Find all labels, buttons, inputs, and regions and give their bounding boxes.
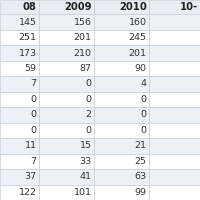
Text: 201: 201: [129, 49, 147, 58]
Text: 21: 21: [135, 141, 147, 150]
Bar: [149, 138, 200, 154]
Text: 251: 251: [19, 33, 37, 42]
Bar: [39, 61, 94, 76]
Text: 145: 145: [19, 18, 37, 27]
Text: 7: 7: [31, 79, 37, 88]
Bar: [0, 123, 39, 138]
Bar: [39, 92, 94, 107]
Text: 90: 90: [135, 64, 147, 73]
Text: 99: 99: [135, 188, 147, 197]
Bar: [149, 123, 200, 138]
Bar: [0, 92, 39, 107]
Bar: [149, 61, 200, 76]
Bar: [39, 45, 94, 61]
Text: 173: 173: [18, 49, 37, 58]
Text: 160: 160: [129, 18, 147, 27]
Text: 201: 201: [74, 33, 92, 42]
Bar: [94, 45, 149, 61]
Text: 37: 37: [24, 172, 37, 181]
Text: 0: 0: [31, 110, 37, 119]
Text: 7: 7: [31, 157, 37, 166]
Bar: [0, 0, 39, 14]
Bar: [39, 138, 94, 154]
Bar: [149, 92, 200, 107]
Bar: [0, 45, 39, 61]
Text: 2010: 2010: [119, 2, 147, 12]
Bar: [94, 138, 149, 154]
Bar: [94, 61, 149, 76]
Bar: [39, 14, 94, 30]
Bar: [149, 107, 200, 123]
Text: 101: 101: [74, 188, 92, 197]
Text: 2009: 2009: [64, 2, 92, 12]
Text: 4: 4: [141, 79, 147, 88]
Bar: [94, 107, 149, 123]
Text: 0: 0: [31, 95, 37, 104]
Bar: [39, 107, 94, 123]
Bar: [94, 123, 149, 138]
Bar: [94, 92, 149, 107]
Bar: [94, 185, 149, 200]
Text: 25: 25: [135, 157, 147, 166]
Text: 122: 122: [19, 188, 37, 197]
Text: 2: 2: [86, 110, 92, 119]
Text: 0: 0: [86, 95, 92, 104]
Bar: [94, 30, 149, 45]
Bar: [39, 123, 94, 138]
Text: 08: 08: [23, 2, 37, 12]
Bar: [94, 169, 149, 185]
Bar: [0, 14, 39, 30]
Bar: [39, 0, 94, 14]
Bar: [39, 154, 94, 169]
Text: 59: 59: [25, 64, 37, 73]
Text: 0: 0: [31, 126, 37, 135]
Bar: [149, 30, 200, 45]
Bar: [149, 14, 200, 30]
Bar: [39, 169, 94, 185]
Text: 15: 15: [80, 141, 92, 150]
Bar: [0, 154, 39, 169]
Text: 87: 87: [80, 64, 92, 73]
Bar: [39, 76, 94, 92]
Text: 0: 0: [141, 126, 147, 135]
Bar: [39, 185, 94, 200]
Bar: [0, 138, 39, 154]
Text: 10-: 10-: [179, 2, 198, 12]
Text: 0: 0: [141, 95, 147, 104]
Text: 210: 210: [74, 49, 92, 58]
Text: 0: 0: [86, 79, 92, 88]
Bar: [0, 185, 39, 200]
Text: 0: 0: [141, 110, 147, 119]
Bar: [0, 76, 39, 92]
Bar: [149, 154, 200, 169]
Bar: [0, 30, 39, 45]
Text: 63: 63: [134, 172, 147, 181]
Text: 41: 41: [80, 172, 92, 181]
Bar: [94, 76, 149, 92]
Bar: [0, 107, 39, 123]
Bar: [149, 169, 200, 185]
Bar: [0, 169, 39, 185]
Bar: [149, 45, 200, 61]
Bar: [39, 30, 94, 45]
Bar: [94, 0, 149, 14]
Text: 156: 156: [74, 18, 92, 27]
Text: 245: 245: [129, 33, 147, 42]
Bar: [94, 14, 149, 30]
Bar: [94, 154, 149, 169]
Bar: [149, 76, 200, 92]
Bar: [149, 185, 200, 200]
Bar: [0, 61, 39, 76]
Bar: [149, 0, 200, 14]
Text: 11: 11: [25, 141, 37, 150]
Text: 0: 0: [86, 126, 92, 135]
Text: 33: 33: [79, 157, 92, 166]
